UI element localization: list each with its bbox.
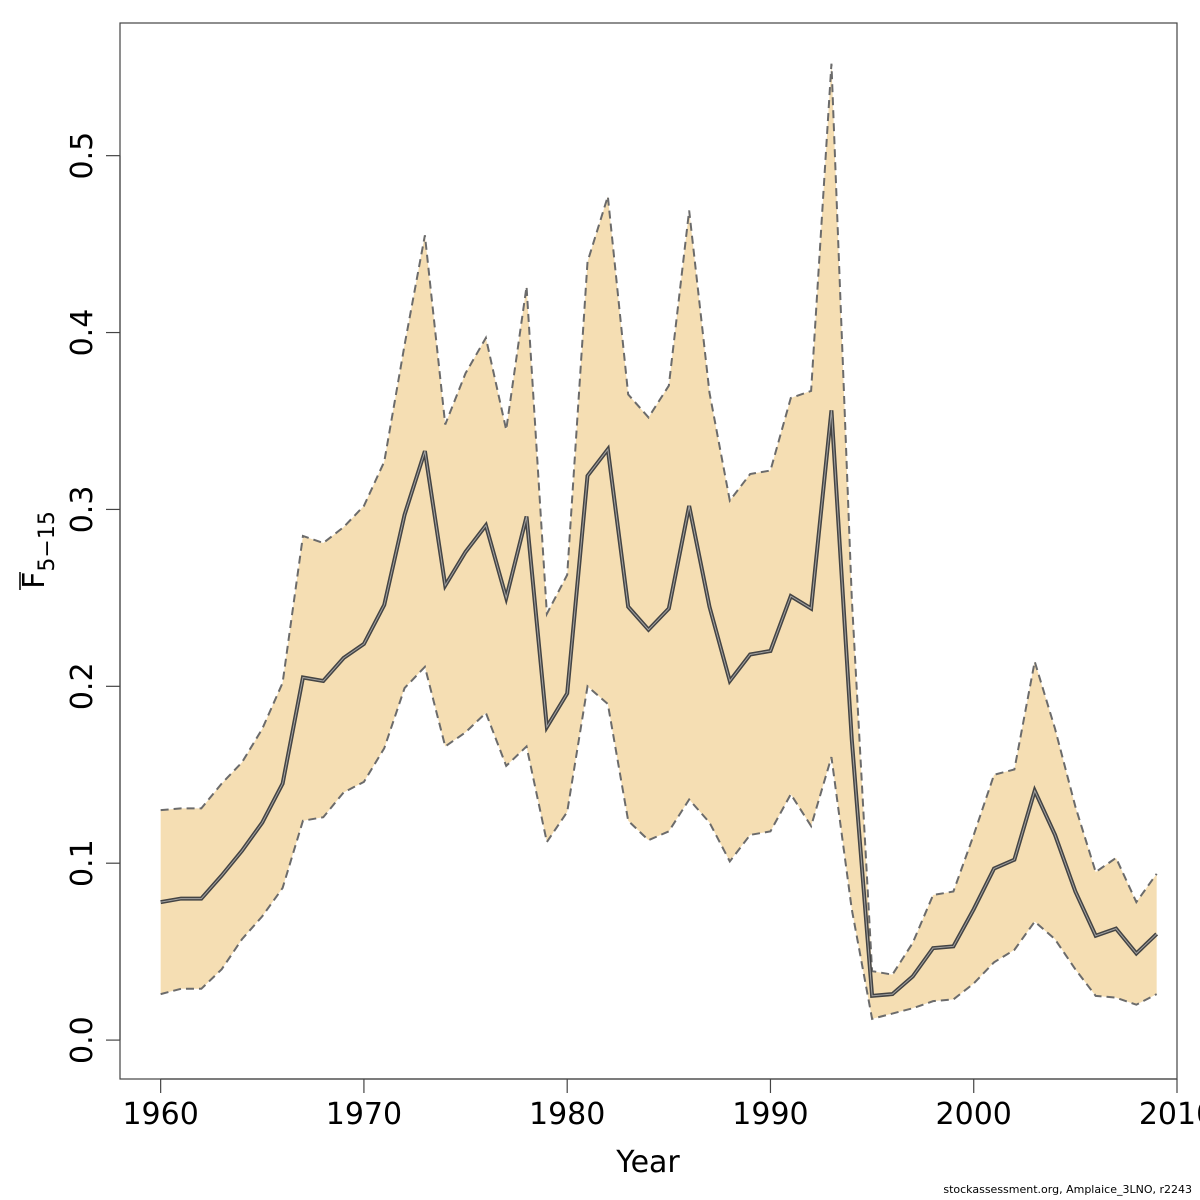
- y-axis-title-main: F: [17, 572, 52, 589]
- estimate-line-highlight: [160, 410, 1158, 997]
- credit-text: stockassessment.org, Amplaice_3LNO, r224…: [943, 1183, 1192, 1196]
- x-tick-label: 1960: [122, 1097, 198, 1132]
- y-ticks: 0.0 0.1 0.2 0.3 0.4 0.5: [65, 132, 120, 1064]
- y-tick-label: 0.4: [65, 309, 100, 357]
- confidence-band: [160, 63, 1157, 1019]
- x-tick-label: 1990: [732, 1097, 808, 1132]
- x-tick-label: 1970: [326, 1097, 402, 1132]
- y-axis-title-sub: 5−15: [35, 511, 60, 571]
- y-tick-label: 0.2: [65, 662, 100, 710]
- y-tick-label: 0.3: [65, 486, 100, 534]
- x-axis-title: Year: [615, 1145, 680, 1180]
- y-axis-title: F5−15: [17, 511, 60, 590]
- lower-bound-line: [160, 664, 1158, 1021]
- y-tick-label: 0.0: [65, 1016, 100, 1064]
- x-tick-label: 2000: [936, 1097, 1012, 1132]
- series-lines: [160, 63, 1159, 1021]
- svg-text:F5−15: F5−15: [17, 511, 60, 589]
- y-tick-label: 0.1: [65, 839, 100, 887]
- axes: [119, 155, 1177, 1080]
- band-fill: [160, 63, 1157, 1019]
- x-tick-label: 1980: [529, 1097, 605, 1132]
- upper-bound-line: [160, 63, 1158, 976]
- y-tick-label: 0.5: [65, 132, 100, 180]
